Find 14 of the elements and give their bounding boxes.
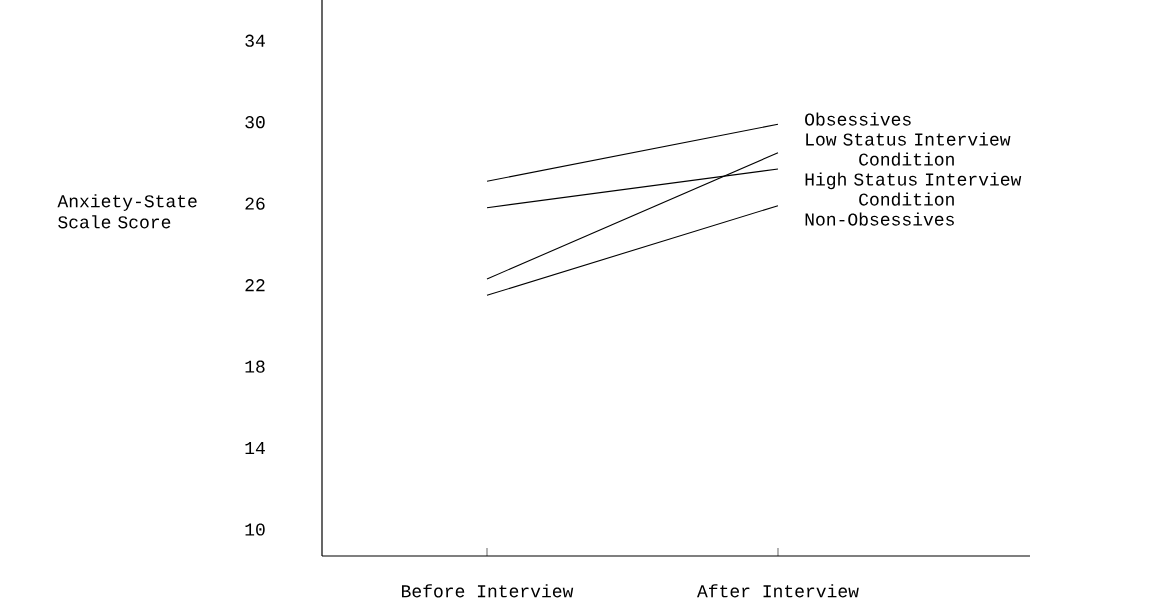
x-tick-label: After Interview — [696, 584, 859, 598]
y-axis-title: Anxiety-State Scale Score — [57, 194, 197, 229]
y-tick-label: 18 — [245, 360, 265, 373]
y-tick-label: 14 — [245, 442, 265, 454]
series-label: High Status Interview Condition — [805, 172, 1022, 206]
y-tick-label: 26 — [245, 197, 265, 210]
y-tick-label: 22 — [245, 279, 265, 292]
y-tick-label: 10 — [245, 523, 265, 536]
y-tick-label: 30 — [245, 116, 265, 129]
series-label: Non-Obsessives — [805, 212, 954, 226]
series-label: Low Status Interview Condition — [806, 132, 1011, 166]
x-tick-label: Before Interview — [402, 584, 574, 598]
y-tick-label: 34 — [245, 34, 265, 47]
series-label: Obsessives — [805, 112, 911, 126]
